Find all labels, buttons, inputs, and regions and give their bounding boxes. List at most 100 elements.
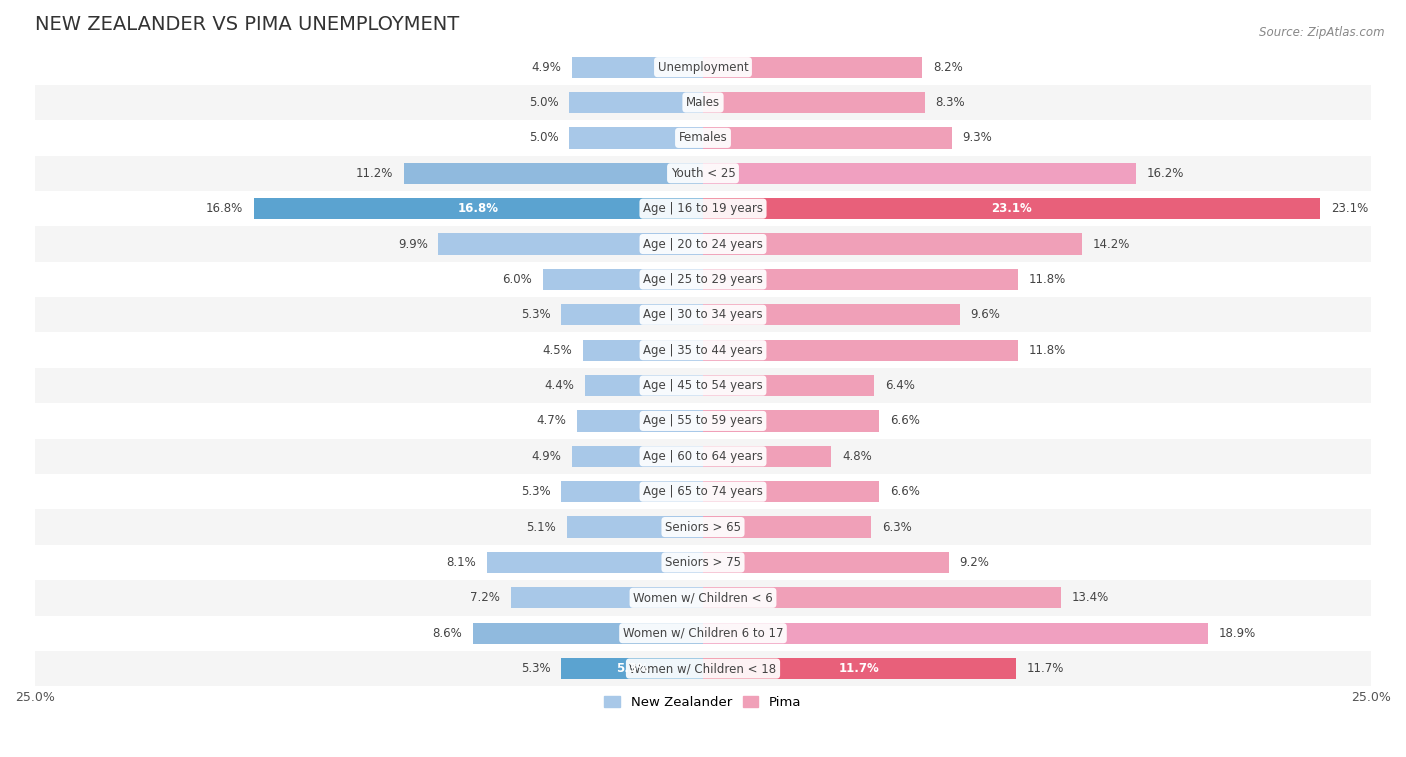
Bar — [35, 297, 1371, 332]
Text: 5.3%: 5.3% — [522, 662, 551, 675]
Text: Males: Males — [686, 96, 720, 109]
Text: Youth < 25: Youth < 25 — [671, 167, 735, 179]
Text: Age | 30 to 34 years: Age | 30 to 34 years — [643, 308, 763, 321]
Bar — [703, 446, 831, 467]
Text: 14.2%: 14.2% — [1092, 238, 1130, 251]
Bar — [703, 410, 879, 431]
Text: 6.6%: 6.6% — [890, 485, 920, 498]
Bar — [572, 446, 703, 467]
Text: 8.2%: 8.2% — [932, 61, 963, 73]
Text: 6.4%: 6.4% — [884, 379, 914, 392]
Text: 8.1%: 8.1% — [446, 556, 475, 569]
Text: 5.3%: 5.3% — [616, 662, 648, 675]
Bar — [35, 509, 1371, 545]
Text: 13.4%: 13.4% — [1071, 591, 1109, 604]
Bar — [567, 516, 703, 537]
Text: 23.1%: 23.1% — [991, 202, 1032, 215]
Text: Unemployment: Unemployment — [658, 61, 748, 73]
Text: 5.1%: 5.1% — [526, 521, 555, 534]
Legend: New Zealander, Pima: New Zealander, Pima — [599, 691, 807, 715]
Text: 4.5%: 4.5% — [543, 344, 572, 357]
Bar — [486, 552, 703, 573]
Bar — [35, 85, 1371, 120]
Text: Age | 20 to 24 years: Age | 20 to 24 years — [643, 238, 763, 251]
Bar — [35, 262, 1371, 297]
Bar — [35, 332, 1371, 368]
Text: Age | 25 to 29 years: Age | 25 to 29 years — [643, 273, 763, 286]
Bar — [35, 438, 1371, 474]
Text: 6.0%: 6.0% — [502, 273, 531, 286]
Bar — [543, 269, 703, 290]
Text: Age | 55 to 59 years: Age | 55 to 59 years — [643, 414, 763, 428]
Text: 16.8%: 16.8% — [458, 202, 499, 215]
Bar — [703, 198, 1320, 220]
Bar — [703, 658, 1015, 679]
Text: Females: Females — [679, 132, 727, 145]
Text: Women w/ Children < 6: Women w/ Children < 6 — [633, 591, 773, 604]
Text: 11.7%: 11.7% — [1026, 662, 1064, 675]
Bar — [510, 587, 703, 609]
Bar — [703, 163, 1136, 184]
Bar — [35, 368, 1371, 403]
Text: 9.6%: 9.6% — [970, 308, 1000, 321]
Bar — [703, 233, 1083, 254]
Bar — [703, 340, 1018, 361]
Bar — [35, 615, 1371, 651]
Text: 6.3%: 6.3% — [882, 521, 911, 534]
Bar — [561, 304, 703, 326]
Text: 11.8%: 11.8% — [1029, 273, 1066, 286]
Text: 9.2%: 9.2% — [959, 556, 990, 569]
Bar — [703, 269, 1018, 290]
Bar — [35, 403, 1371, 438]
Bar — [572, 57, 703, 78]
Text: NEW ZEALANDER VS PIMA UNEMPLOYMENT: NEW ZEALANDER VS PIMA UNEMPLOYMENT — [35, 15, 460, 34]
Text: Age | 60 to 64 years: Age | 60 to 64 years — [643, 450, 763, 463]
Bar — [561, 481, 703, 503]
Bar — [703, 516, 872, 537]
Bar — [703, 127, 952, 148]
Bar — [569, 92, 703, 113]
Text: 6.6%: 6.6% — [890, 414, 920, 428]
Text: 5.3%: 5.3% — [522, 308, 551, 321]
Bar — [35, 580, 1371, 615]
Text: 5.0%: 5.0% — [529, 132, 558, 145]
Bar — [703, 57, 922, 78]
Text: 16.8%: 16.8% — [207, 202, 243, 215]
Text: 23.1%: 23.1% — [1331, 202, 1368, 215]
Text: Source: ZipAtlas.com: Source: ZipAtlas.com — [1260, 26, 1385, 39]
Text: 11.2%: 11.2% — [356, 167, 394, 179]
Bar — [404, 163, 703, 184]
Bar — [35, 545, 1371, 580]
Bar — [35, 191, 1371, 226]
Text: Seniors > 75: Seniors > 75 — [665, 556, 741, 569]
Bar — [569, 127, 703, 148]
Bar — [35, 120, 1371, 156]
Bar — [35, 156, 1371, 191]
Bar — [703, 304, 959, 326]
Text: 4.9%: 4.9% — [531, 450, 561, 463]
Bar — [35, 474, 1371, 509]
Text: 7.2%: 7.2% — [470, 591, 501, 604]
Text: Age | 45 to 54 years: Age | 45 to 54 years — [643, 379, 763, 392]
Text: 9.3%: 9.3% — [962, 132, 993, 145]
Bar — [35, 226, 1371, 262]
Bar — [35, 651, 1371, 687]
Text: 9.9%: 9.9% — [398, 238, 427, 251]
Text: 5.3%: 5.3% — [522, 485, 551, 498]
Text: Age | 16 to 19 years: Age | 16 to 19 years — [643, 202, 763, 215]
Bar — [474, 622, 703, 643]
Text: Age | 65 to 74 years: Age | 65 to 74 years — [643, 485, 763, 498]
Text: 18.9%: 18.9% — [1219, 627, 1256, 640]
Bar — [35, 49, 1371, 85]
Bar — [703, 481, 879, 503]
Bar — [561, 658, 703, 679]
Text: Women w/ Children 6 to 17: Women w/ Children 6 to 17 — [623, 627, 783, 640]
Text: Women w/ Children < 18: Women w/ Children < 18 — [630, 662, 776, 675]
Text: 16.2%: 16.2% — [1147, 167, 1184, 179]
Bar — [703, 92, 925, 113]
Text: 8.6%: 8.6% — [433, 627, 463, 640]
Bar — [254, 198, 703, 220]
Text: 4.8%: 4.8% — [842, 450, 872, 463]
Bar — [585, 375, 703, 396]
Bar — [703, 375, 875, 396]
